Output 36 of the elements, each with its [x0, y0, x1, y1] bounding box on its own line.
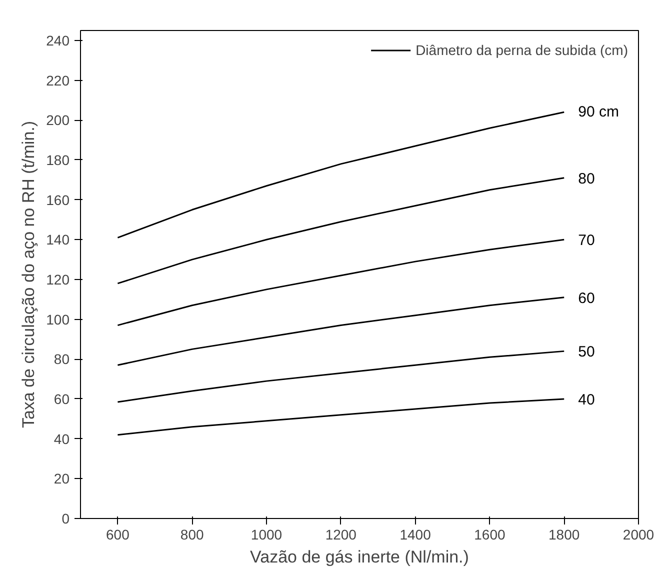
y-tick-label: 40 — [54, 430, 70, 447]
x-tick-label: 1000 — [250, 526, 282, 542]
series-label: 40 — [578, 391, 595, 408]
line-series — [116, 398, 565, 436]
line-series — [116, 296, 565, 366]
series-label: 70 — [578, 232, 595, 250]
y-axis-title: Taxa de circulação do aço no RH (t/min.) — [19, 120, 38, 428]
y-tick-label: 180 — [46, 152, 70, 168]
x-tick-label: 1200 — [325, 526, 357, 542]
series-label: 80 — [578, 170, 595, 188]
legend-title: Diâmetro da perna de subida (cm) — [416, 42, 628, 58]
y-tick-label: 200 — [46, 112, 70, 128]
line-series — [116, 238, 565, 326]
y-tick-label: 80 — [54, 351, 70, 368]
x-tick-label: 1800 — [548, 526, 580, 542]
y-tick-label: 20 — [54, 470, 70, 487]
x-tick-label: 2000 — [622, 526, 654, 542]
y-tick-label: 0 — [62, 510, 70, 526]
x-tick-label: 1400 — [400, 526, 432, 542]
line-series — [116, 350, 565, 403]
y-tick-label: 120 — [46, 271, 70, 288]
x-tick-label: 1600 — [474, 526, 506, 542]
x-tick-label: 800 — [180, 526, 204, 542]
line-series — [116, 111, 565, 238]
y-tick-label: 160 — [46, 192, 70, 208]
y-tick-label: 220 — [46, 72, 70, 88]
series-label: 50 — [578, 344, 595, 361]
y-tick-label: 140 — [46, 232, 70, 248]
y-tick-label: 100 — [46, 311, 70, 328]
x-axis-title: Vazão de gás inerte (Nl/min.) — [250, 548, 469, 566]
y-tick-label: 60 — [54, 390, 70, 407]
line-series — [116, 177, 565, 284]
x-tick-label: 600 — [106, 526, 130, 542]
series-label: 60 — [578, 290, 595, 307]
series-label: 90 cm — [578, 104, 619, 121]
y-tick-label: 240 — [46, 32, 70, 48]
